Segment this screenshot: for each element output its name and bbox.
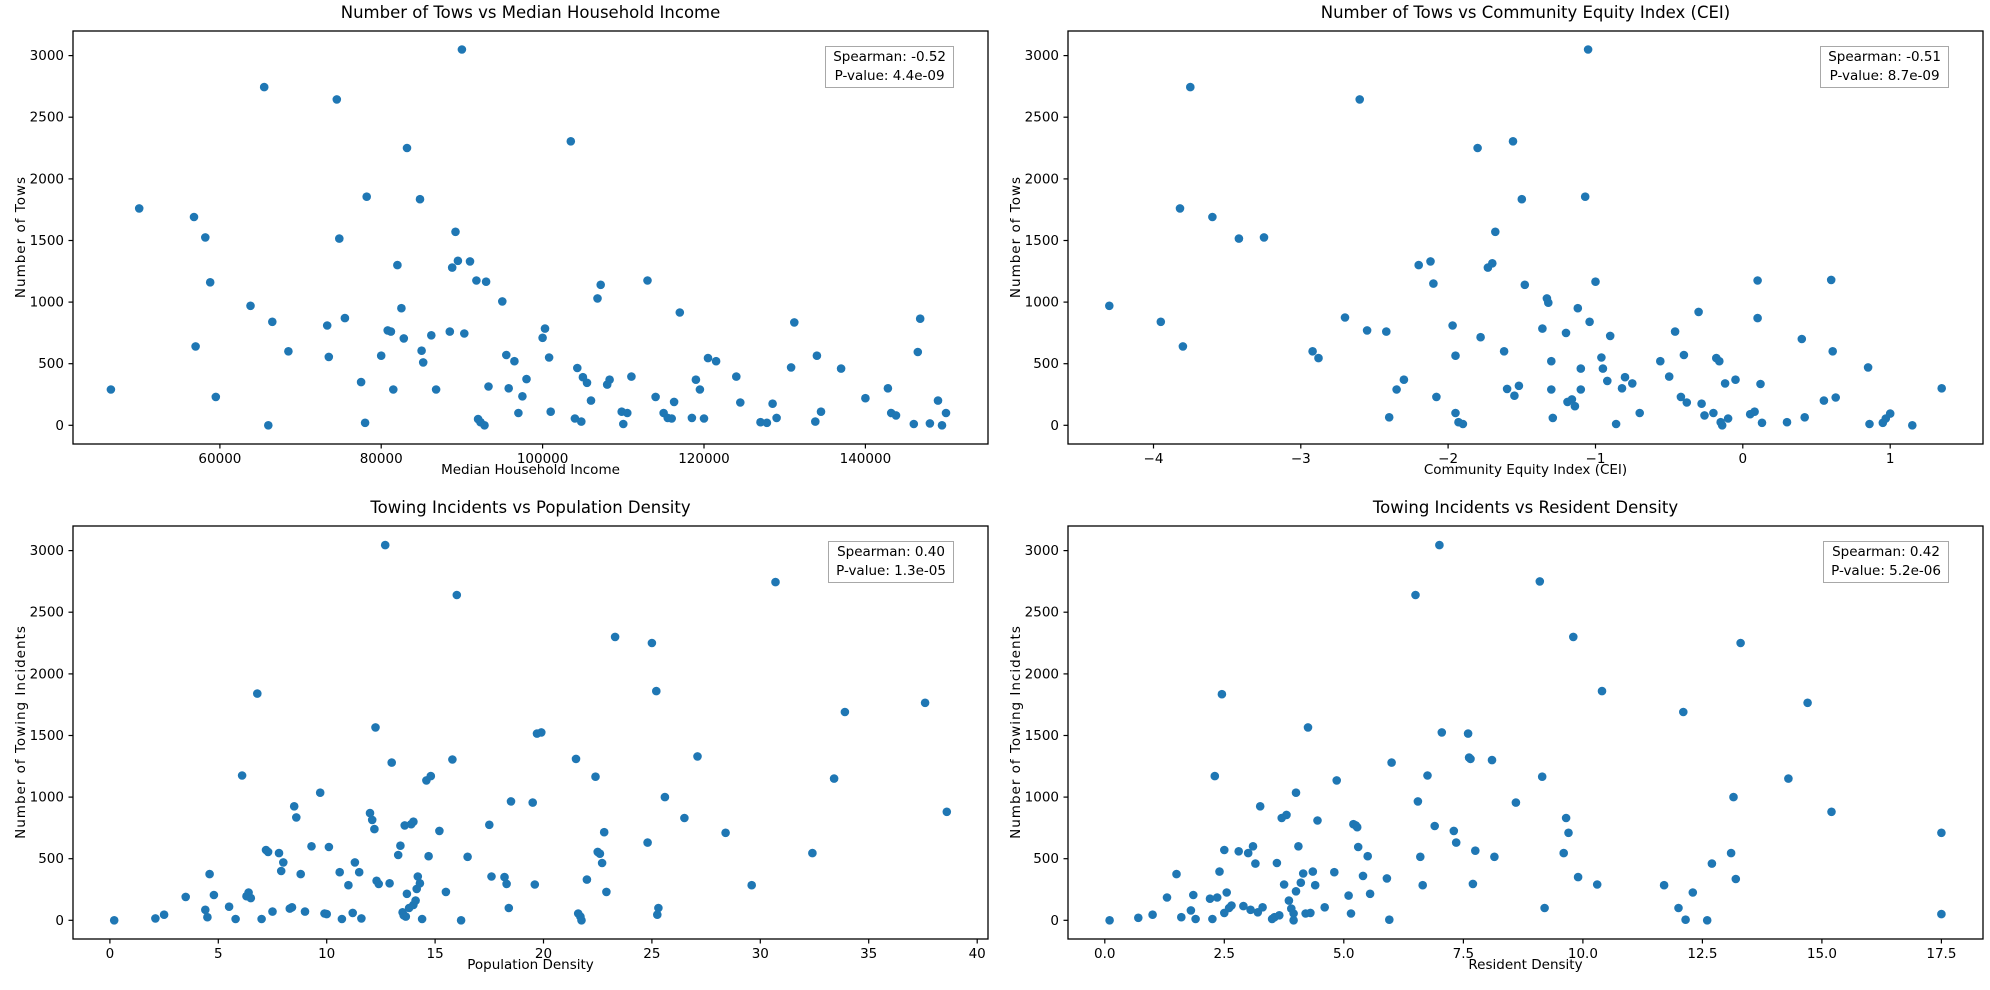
svg-text:2000: 2000 [1025, 666, 1059, 682]
x-axis-label: Median Household Income [441, 462, 620, 478]
svg-text:60000: 60000 [198, 451, 241, 467]
svg-text:0.0: 0.0 [1094, 946, 1115, 962]
svg-text:7.5: 7.5 [1453, 946, 1474, 962]
plot-title: Towing Incidents vs Resident Density [1372, 498, 1679, 517]
svg-text:20: 20 [535, 946, 552, 962]
p-value: P-value: 8.7e-09 [1829, 67, 1940, 84]
svg-text:1000: 1000 [30, 790, 64, 806]
spearman-value: Spearman: -0.52 [833, 49, 946, 65]
svg-text:1000: 1000 [1025, 295, 1059, 311]
svg-text:5: 5 [214, 946, 223, 962]
svg-text:−2: −2 [1438, 451, 1458, 467]
svg-text:35: 35 [860, 946, 877, 962]
svg-text:3000: 3000 [1025, 48, 1059, 64]
svg-text:0: 0 [1050, 913, 1059, 929]
svg-text:1500: 1500 [1025, 233, 1059, 249]
svg-text:5.0: 5.0 [1333, 946, 1354, 962]
p-value: P-value: 4.4e-09 [834, 67, 945, 84]
stats-annotation: Spearman: 0.42 P-value: 5.2e-06 [1823, 541, 1949, 583]
svg-text:500: 500 [1033, 851, 1059, 867]
p-value: P-value: 5.2e-06 [1831, 562, 1941, 579]
svg-text:2500: 2500 [1025, 605, 1059, 621]
subplot-tows-vs-population-density: 0 5 10 15 20 25 30 35 40 0 500 1000 1500 2000 2500 3000… [0, 495, 995, 990]
svg-text:2000: 2000 [30, 171, 64, 187]
svg-text:12.5: 12.5 [1687, 946, 1717, 962]
svg-text:2000: 2000 [1025, 171, 1059, 187]
svg-text:3000: 3000 [30, 543, 64, 559]
x-axis-label: Resident Density [1468, 957, 1583, 973]
svg-text:2500: 2500 [1025, 110, 1059, 126]
svg-text:0: 0 [106, 946, 115, 962]
svg-text:−1: −1 [1586, 451, 1606, 467]
svg-text:10.0: 10.0 [1568, 946, 1598, 962]
svg-text:1000: 1000 [30, 295, 64, 311]
scatter-plot-population-density: 0 5 10 15 20 25 30 35 40 0 500 1000 1500 2000 2500 3000 [30, 525, 989, 962]
svg-text:120000: 120000 [678, 451, 730, 467]
svg-text:0: 0 [1739, 451, 1748, 467]
stats-annotation: Spearman: -0.51 P-value: 8.7e-09 [1820, 46, 1949, 88]
svg-text:1500: 1500 [30, 728, 64, 744]
svg-text:1500: 1500 [1025, 728, 1059, 744]
scatter-plot-cei: −4 −3 −2 −1 0 1 0 500 1000 1500 2000 2500 3000 [1025, 30, 1984, 467]
svg-text:500: 500 [38, 356, 64, 372]
spearman-value: Spearman: 0.42 [1832, 544, 1940, 560]
svg-text:500: 500 [1033, 356, 1059, 372]
svg-text:2500: 2500 [30, 605, 64, 621]
svg-text:40: 40 [969, 946, 986, 962]
x-axis-label: Population Density [467, 957, 594, 973]
scatter-plot-income: 60000 80000 100000 120000 140000 0 500 1000 1500… [30, 30, 989, 467]
svg-text:0: 0 [55, 913, 64, 929]
svg-text:1: 1 [1886, 451, 1895, 467]
spearman-value: Spearman: 0.40 [837, 544, 945, 560]
stats-annotation: Spearman: -0.52 P-value: 4.4e-09 [825, 46, 954, 88]
stats-annotation: Spearman: 0.40 P-value: 1.3e-05 [828, 541, 954, 583]
svg-text:80000: 80000 [360, 451, 403, 467]
y-axis-label: Number of Tows [1008, 175, 1024, 299]
svg-text:2.5: 2.5 [1214, 946, 1235, 962]
y-axis-label: Number of Towing Incidents [1008, 625, 1024, 839]
svg-text:140000: 140000 [840, 451, 892, 467]
y-axis-label: Number of Towing Incidents [13, 625, 29, 839]
svg-text:1000: 1000 [1025, 790, 1059, 806]
spearman-value: Spearman: -0.51 [1828, 49, 1941, 65]
svg-text:1500: 1500 [30, 233, 64, 249]
svg-text:3000: 3000 [1025, 543, 1059, 559]
svg-text:17.5: 17.5 [1926, 946, 1956, 962]
plot-title: Towing Incidents vs Population Density [370, 498, 691, 517]
subplot-tows-vs-cei: −4 −3 −2 −1 0 1 0 500 1000 1500 2000 2500 3000 Numbe… [995, 0, 1990, 495]
svg-text:0: 0 [1050, 418, 1059, 434]
y-axis-label: Number of Tows [13, 175, 29, 299]
svg-text:0: 0 [55, 418, 64, 434]
svg-text:−4: −4 [1144, 451, 1164, 467]
plot-title: Number of Tows vs Median Household Incom… [340, 3, 721, 22]
svg-text:500: 500 [38, 851, 64, 867]
svg-text:15.0: 15.0 [1807, 946, 1837, 962]
svg-text:25: 25 [643, 946, 660, 962]
svg-text:10: 10 [318, 946, 335, 962]
svg-text:30: 30 [752, 946, 769, 962]
plot-title: Number of Tows vs Community Equity Index… [1320, 3, 1731, 22]
svg-text:100000: 100000 [517, 451, 569, 467]
subplot-tows-vs-resident-density: 0.0 2.5 5.0 7.5 10.0 12.5 15.0 17.5 0 500 1000 1500… [995, 495, 1990, 990]
svg-text:15: 15 [427, 946, 444, 962]
p-value: P-value: 1.3e-05 [836, 562, 946, 579]
subplot-tows-vs-income: 60000 80000 100000 120000 140000 0 500 1000 1500… [0, 0, 995, 495]
svg-text:2000: 2000 [30, 666, 64, 682]
svg-text:2500: 2500 [30, 110, 64, 126]
svg-text:−3: −3 [1291, 451, 1311, 467]
x-axis-label: Community Equity Index (CEI) [1423, 462, 1628, 478]
scatter-plot-resident-density: 0.0 2.5 5.0 7.5 10.0 12.5 15.0 17.5 0 500 1000 1500… [1025, 525, 1984, 962]
svg-text:3000: 3000 [30, 48, 64, 64]
